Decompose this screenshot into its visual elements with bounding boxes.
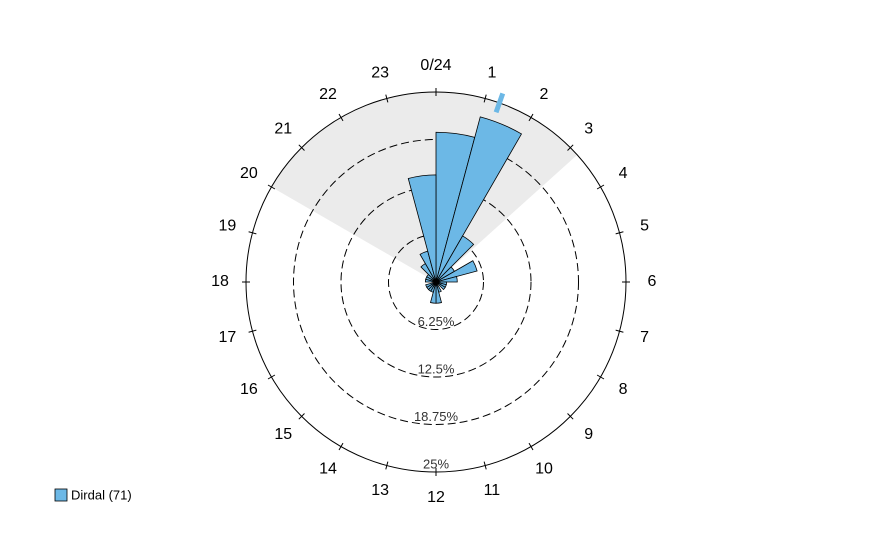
bar bbox=[435, 281, 446, 291]
hour-label: 17 bbox=[218, 329, 236, 346]
bar bbox=[435, 276, 458, 283]
ring bbox=[293, 139, 579, 425]
hour-label: 9 bbox=[584, 426, 593, 443]
ring-label: 12.5% bbox=[418, 361, 455, 376]
hour-tick bbox=[528, 442, 534, 451]
bar bbox=[435, 116, 523, 283]
hour-label: 19 bbox=[218, 217, 236, 234]
hour-tick bbox=[267, 184, 276, 190]
hour-label: 1 bbox=[487, 65, 496, 82]
hour-tick bbox=[338, 442, 344, 451]
hour-tick bbox=[567, 144, 574, 151]
hour-tick bbox=[267, 374, 276, 380]
hour-label: 4 bbox=[619, 165, 628, 182]
mean-marker bbox=[493, 92, 506, 114]
hour-tick bbox=[385, 461, 389, 470]
bar bbox=[407, 174, 437, 283]
hour-tick bbox=[483, 94, 487, 103]
hour-tick bbox=[615, 329, 624, 333]
hour-label: 20 bbox=[240, 165, 258, 182]
hour-label: 16 bbox=[240, 381, 258, 398]
bar bbox=[425, 281, 437, 288]
ring-label: 6.25% bbox=[418, 314, 455, 329]
hour-label: 0/24 bbox=[420, 57, 451, 74]
hour-tick bbox=[248, 231, 257, 235]
hour-label: 14 bbox=[319, 460, 337, 477]
hour-label: 8 bbox=[619, 381, 628, 398]
hour-label: 13 bbox=[371, 482, 389, 499]
hour-label: 21 bbox=[274, 120, 292, 137]
legend-swatch bbox=[54, 488, 68, 502]
hour-label: 18 bbox=[211, 273, 229, 290]
hour-tick bbox=[596, 184, 605, 190]
hour-tick bbox=[298, 144, 305, 151]
bar bbox=[435, 235, 475, 283]
ring-label: 25% bbox=[423, 456, 449, 471]
hour-label: 11 bbox=[484, 482, 501, 499]
hour-tick bbox=[338, 113, 344, 122]
ring-label: 18.75% bbox=[414, 409, 459, 424]
hour-label: 3 bbox=[584, 120, 593, 137]
hour-label: 15 bbox=[274, 426, 292, 443]
hour-tick bbox=[596, 374, 605, 380]
hour-tick bbox=[248, 329, 257, 333]
hour-tick bbox=[385, 94, 389, 103]
hour-label: 2 bbox=[540, 86, 549, 103]
hour-tick bbox=[483, 461, 487, 470]
hour-label: 22 bbox=[319, 86, 337, 103]
hour-label: 23 bbox=[371, 65, 389, 82]
center-dot bbox=[433, 279, 439, 285]
hour-tick bbox=[528, 113, 534, 122]
hour-label: 6 bbox=[648, 273, 657, 290]
hour-tick bbox=[615, 231, 624, 235]
hour-label: 7 bbox=[640, 329, 649, 346]
hour-tick bbox=[567, 413, 574, 420]
hour-label: 5 bbox=[640, 217, 649, 234]
hour-tick bbox=[298, 413, 305, 420]
hour-label: 12 bbox=[427, 489, 445, 506]
bar bbox=[435, 260, 478, 283]
hour-label: 10 bbox=[535, 460, 553, 477]
legend-label: Dirdal (71) bbox=[71, 487, 132, 502]
